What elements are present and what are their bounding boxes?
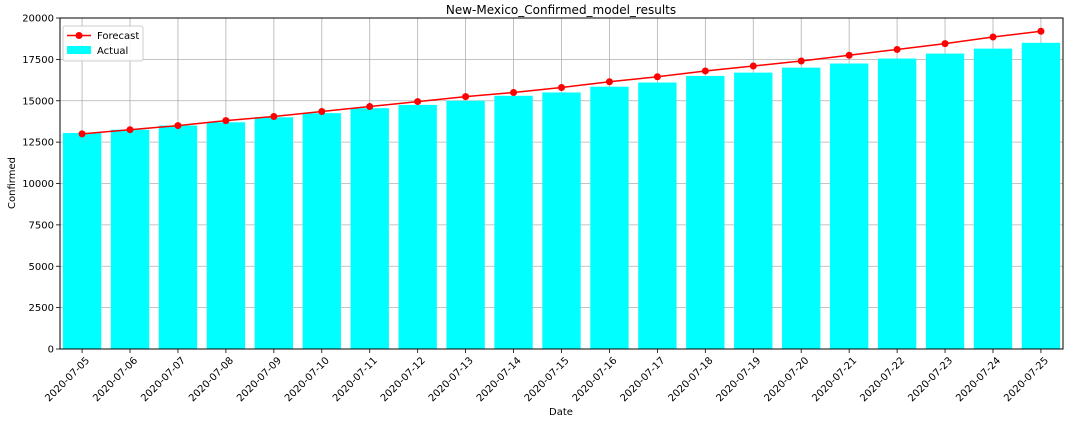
forecast-point — [462, 93, 470, 101]
line-layer — [78, 27, 1045, 138]
forecast-point — [941, 40, 949, 48]
forecast-point — [749, 62, 757, 70]
actual-bar — [158, 125, 198, 349]
actual-bar — [734, 72, 773, 350]
actual-bar — [638, 82, 677, 350]
x-axis-label: Date — [549, 407, 573, 418]
y-tick-label: 5000 — [29, 262, 54, 273]
legend-forecast-marker — [75, 32, 83, 39]
legend: Forecast Actual — [62, 25, 144, 62]
y-tick-label: 7500 — [29, 220, 54, 231]
y-tick-label: 2500 — [29, 303, 54, 314]
actual-bar — [1021, 42, 1061, 349]
forecast-point — [989, 33, 997, 41]
actual-bar — [925, 53, 965, 350]
actual-bar — [782, 67, 821, 350]
actual-bar — [398, 104, 437, 349]
actual-bar — [110, 129, 150, 349]
y-axis-label: Confirmed — [7, 157, 18, 209]
forecast-point — [510, 88, 518, 96]
forecast-point — [1037, 27, 1045, 35]
forecast-point — [126, 126, 134, 134]
forecast-point — [558, 84, 565, 92]
actual-bar — [590, 86, 629, 350]
forecast-point — [797, 57, 805, 65]
actual-bar — [686, 75, 725, 350]
legend-forecast-label: Forecast — [97, 31, 139, 42]
chart-title: New-Mexico_Confirmed_model_results — [446, 3, 676, 17]
actual-bar — [350, 108, 389, 349]
actual-bar — [542, 92, 581, 349]
actual-bar — [973, 48, 1013, 350]
forecast-point — [174, 122, 182, 130]
forecast-point — [845, 51, 853, 59]
actual-bar — [877, 58, 917, 350]
forecast-point — [222, 117, 230, 125]
actual-bar — [494, 95, 533, 349]
actual-bar — [829, 63, 869, 349]
legend-actual-swatch — [67, 46, 91, 54]
actual-bar — [254, 117, 294, 349]
forecast-point — [270, 112, 278, 120]
y-tick-label: 15000 — [22, 96, 54, 107]
forecast-point — [414, 98, 422, 106]
bar-layer — [62, 42, 1061, 350]
forecast-point — [318, 108, 326, 116]
forecast-point — [78, 130, 86, 138]
forecast-point — [653, 73, 661, 81]
forecast-point — [701, 67, 709, 75]
actual-bar — [302, 113, 341, 349]
y-tick-label: 17500 — [22, 55, 54, 66]
actual-bar — [446, 100, 485, 349]
actual-bar — [206, 122, 246, 349]
y-tick-label: 0 — [48, 345, 54, 356]
forecast-point — [605, 78, 613, 86]
actual-bar — [62, 133, 102, 349]
forecast-point — [366, 103, 374, 111]
y-tick-label: 20000 — [22, 14, 54, 25]
y-tick-label: 12500 — [22, 138, 54, 149]
y-tick-label: 10000 — [22, 179, 54, 190]
forecast-point — [893, 45, 901, 53]
legend-actual-label: Actual — [97, 46, 128, 57]
